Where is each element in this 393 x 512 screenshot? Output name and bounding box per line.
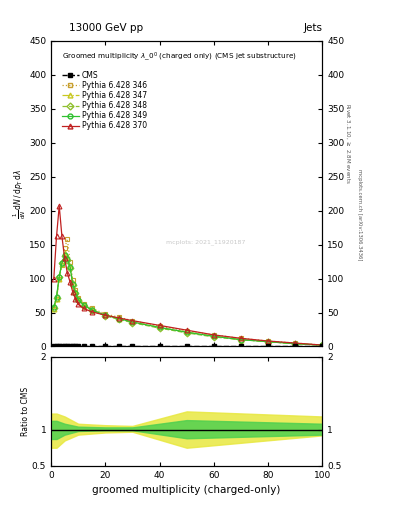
Text: Jets: Jets bbox=[303, 23, 322, 33]
Y-axis label: Ratio to CMS: Ratio to CMS bbox=[22, 387, 31, 436]
Text: 13000 GeV pp: 13000 GeV pp bbox=[69, 23, 143, 33]
Text: mcplots.cern.ch [arXiv:1306.3436]: mcplots.cern.ch [arXiv:1306.3436] bbox=[357, 169, 362, 261]
Text: Groomed multiplicity $\lambda\_0^0$ (charged only) (CMS jet substructure): Groomed multiplicity $\lambda\_0^0$ (cha… bbox=[62, 50, 297, 63]
Y-axis label: $\frac{1}{\mathrm{d}N}\,\mathrm{d}N\,/\,\mathrm{d}p_\mathrm{T}\,\mathrm{d}\lambd: $\frac{1}{\mathrm{d}N}\,\mathrm{d}N\,/\,… bbox=[11, 168, 28, 219]
Text: Rivet 3.1.10, $\geq$ 2.8M events: Rivet 3.1.10, $\geq$ 2.8M events bbox=[344, 103, 352, 184]
Legend: CMS, Pythia 6.428 346, Pythia 6.428 347, Pythia 6.428 348, Pythia 6.428 349, Pyt: CMS, Pythia 6.428 346, Pythia 6.428 347,… bbox=[61, 69, 149, 132]
Text: mcplots: 2021_11920187: mcplots: 2021_11920187 bbox=[166, 240, 245, 245]
X-axis label: groomed multiplicity (charged-only): groomed multiplicity (charged-only) bbox=[92, 485, 281, 495]
